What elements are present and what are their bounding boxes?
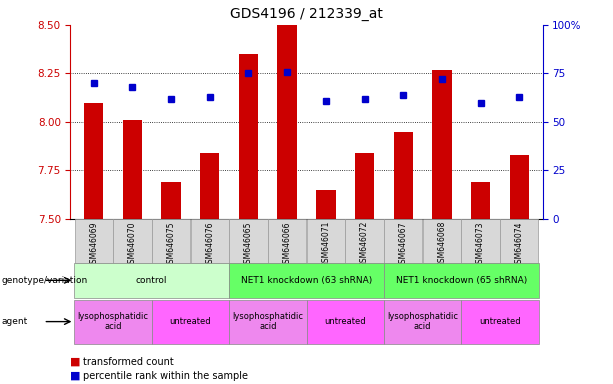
Bar — [462, 219, 500, 263]
Bar — [316, 190, 335, 219]
Bar — [229, 300, 306, 344]
Text: GSM646076: GSM646076 — [205, 221, 215, 268]
Bar — [152, 219, 190, 263]
Text: lysophosphatidic
acid: lysophosphatidic acid — [387, 312, 458, 331]
Text: GSM646067: GSM646067 — [398, 221, 408, 268]
Bar — [471, 182, 490, 219]
Bar — [394, 132, 413, 219]
Bar — [161, 182, 181, 219]
Text: GSM646065: GSM646065 — [244, 221, 253, 268]
Bar — [306, 219, 345, 263]
Bar — [423, 219, 461, 263]
Text: GSM646075: GSM646075 — [167, 221, 175, 268]
Bar — [113, 219, 151, 263]
Bar — [345, 219, 384, 263]
Text: GSM646070: GSM646070 — [128, 221, 137, 268]
Text: lysophosphatidic
acid: lysophosphatidic acid — [232, 312, 303, 331]
Text: agent: agent — [1, 317, 28, 326]
Bar — [74, 300, 152, 344]
Bar — [384, 219, 422, 263]
Bar — [278, 25, 297, 219]
Bar — [384, 263, 539, 298]
Text: lysophosphatidic
acid: lysophosphatidic acid — [78, 312, 148, 331]
Bar — [200, 153, 219, 219]
Text: genotype/variation: genotype/variation — [1, 276, 88, 285]
Bar — [75, 219, 113, 263]
Bar — [123, 120, 142, 219]
Text: ■: ■ — [70, 357, 85, 367]
Text: GSM646068: GSM646068 — [438, 221, 446, 268]
Text: GSM646069: GSM646069 — [89, 221, 98, 268]
Text: transformed count: transformed count — [83, 357, 173, 367]
Text: percentile rank within the sample: percentile rank within the sample — [83, 371, 248, 381]
Text: GSM646071: GSM646071 — [321, 221, 330, 268]
Bar — [500, 219, 538, 263]
Bar — [384, 300, 461, 344]
Text: control: control — [136, 276, 167, 285]
Bar — [84, 103, 104, 219]
Text: GSM646066: GSM646066 — [283, 221, 292, 268]
Bar — [461, 300, 539, 344]
Text: GSM646072: GSM646072 — [360, 221, 369, 268]
Text: GSM646073: GSM646073 — [476, 221, 485, 268]
Text: untreated: untreated — [479, 317, 521, 326]
Bar — [191, 219, 229, 263]
Bar — [306, 300, 384, 344]
Text: GSM646074: GSM646074 — [515, 221, 524, 268]
Bar — [355, 153, 374, 219]
Text: untreated: untreated — [324, 317, 366, 326]
Bar — [268, 219, 306, 263]
Bar — [74, 263, 229, 298]
Text: NET1 knockdown (65 shRNA): NET1 knockdown (65 shRNA) — [395, 276, 527, 285]
Bar — [152, 300, 229, 344]
Text: untreated: untreated — [170, 317, 211, 326]
Text: NET1 knockdown (63 shRNA): NET1 knockdown (63 shRNA) — [241, 276, 372, 285]
Title: GDS4196 / 212339_at: GDS4196 / 212339_at — [230, 7, 383, 21]
Text: ■: ■ — [70, 371, 85, 381]
Bar — [432, 70, 452, 219]
Bar — [509, 155, 529, 219]
Bar — [229, 263, 384, 298]
Bar — [239, 54, 258, 219]
Bar — [229, 219, 268, 263]
